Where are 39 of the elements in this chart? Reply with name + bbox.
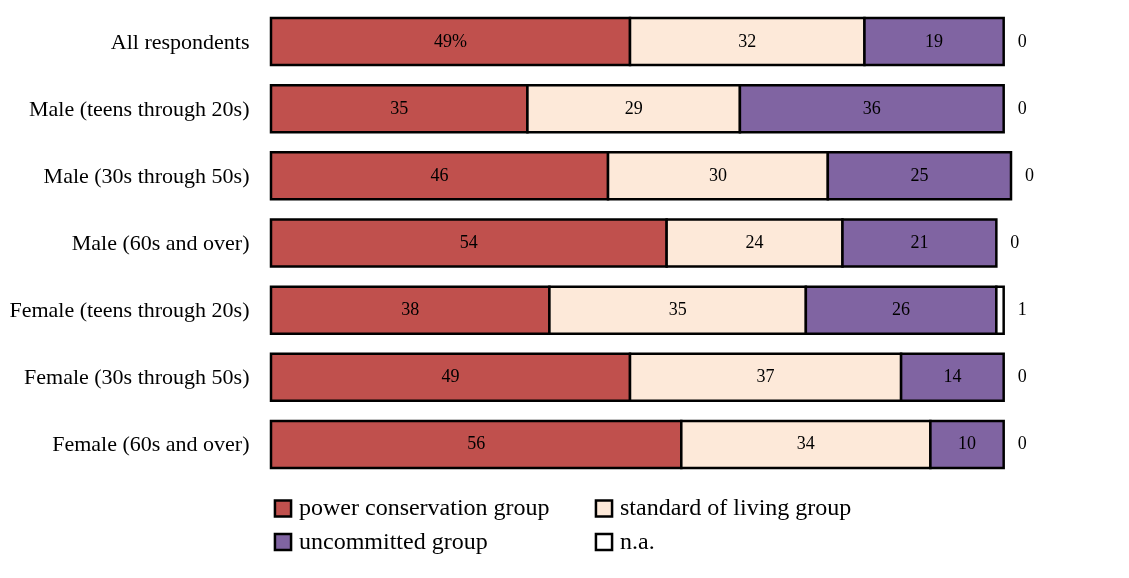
data-label: 49: [441, 366, 460, 387]
legend-label: n.a.: [620, 528, 655, 554]
data-label: 56: [467, 433, 486, 454]
data-label: 24: [745, 232, 764, 252]
data-label: 21: [910, 232, 929, 252]
data-label: 25: [910, 164, 929, 185]
data-label: 46: [430, 164, 449, 185]
data-label: 35: [668, 299, 687, 320]
data-label: 10: [958, 433, 977, 454]
data-label: 38: [401, 299, 420, 320]
data-label: 0: [1017, 433, 1027, 454]
data-label: 0: [1017, 97, 1027, 118]
y-tick-label: Male (teens through 20s): [28, 95, 250, 121]
y-tick-label: Female (60s and over): [52, 431, 250, 457]
data-label: 36: [862, 97, 881, 118]
data-label: 0: [1017, 366, 1027, 387]
y-tick-label: Male (30s through 50s): [43, 162, 250, 188]
data-label: 29: [624, 97, 643, 118]
data-label: 37: [756, 366, 775, 387]
data-label: 32: [738, 30, 757, 51]
data-label: 0: [1025, 164, 1034, 185]
data-label: 34: [796, 433, 815, 454]
data-label: 1: [1017, 299, 1027, 320]
y-tick-label: Male (60s and over): [71, 230, 250, 255]
data-label: 14: [943, 366, 962, 387]
data-label: 35: [390, 97, 409, 118]
data-label: 19: [925, 30, 944, 51]
legend-label: power conservation group: [299, 494, 550, 521]
legend-label: uncommitted group: [299, 528, 488, 554]
data-label: 30: [708, 164, 727, 185]
data-label: 0: [1017, 30, 1027, 51]
data-label: 0: [1010, 232, 1020, 252]
legend-label: standard of living group: [620, 494, 852, 521]
data-label: 49%: [434, 30, 467, 51]
data-label: 26: [892, 299, 911, 320]
y-tick-label: Female (teens through 20s): [9, 297, 250, 323]
data-label: 54: [459, 232, 478, 252]
y-tick-label: All respondents: [110, 28, 250, 54]
y-tick-label: Female (30s through 50s): [24, 364, 250, 390]
